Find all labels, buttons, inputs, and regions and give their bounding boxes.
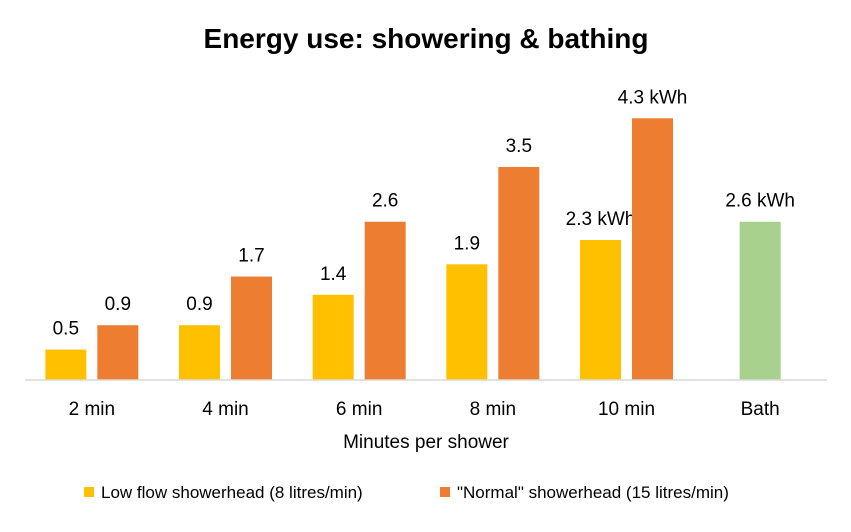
data-label-normal-6-min: 2.6 (372, 191, 398, 212)
x-tick-label-bath: Bath (741, 399, 780, 420)
bar-normal-6-min (364, 221, 406, 380)
x-tick-label-4-min: 4 min (202, 399, 248, 420)
data-label-low-flow-2-min: 0.5 (53, 319, 79, 340)
data-label-low-flow-6-min: 1.4 (320, 264, 347, 285)
data-label-bath: 2.6 kWh (725, 191, 795, 212)
bar-normal-2-min (97, 325, 139, 380)
data-label-low-flow-4-min: 0.9 (186, 294, 212, 315)
x-tick-label-6-min: 6 min (336, 399, 382, 420)
bar-low-flow-2-min (45, 349, 87, 380)
legend-swatch-normal (440, 487, 450, 497)
data-label-normal-2-min: 0.9 (105, 294, 131, 315)
bar-low-flow-6-min (312, 294, 354, 380)
plot-area: 0.5 0.9 2 min 0.9 1.7 4 min 1.4 2.6 6 min 1.9 3.5 8… (25, 87, 827, 420)
bar-low-flow-8-min (446, 264, 488, 380)
bar-bath (739, 221, 781, 380)
legend-swatch-low-flow (84, 487, 94, 497)
x-tick-label-8-min: 8 min (470, 399, 516, 420)
data-label-normal-4-min: 1.7 (238, 246, 264, 267)
bar-normal-10-min (632, 118, 673, 381)
chart-title: Energy use: showering & bathing (204, 23, 649, 54)
legend: Low flow showerhead (8 litres/min) "Norma… (84, 483, 729, 502)
x-axis-title: Minutes per shower (343, 432, 509, 453)
bar-normal-4-min (231, 276, 272, 380)
legend-label-low-flow: Low flow showerhead (8 litres/min) (101, 483, 363, 502)
legend-label-normal: "Normal" showerhead (15 litres/min) (457, 483, 729, 502)
data-label-low-flow-10-min: 2.3 kWh (566, 209, 636, 230)
bar-low-flow-10-min (580, 240, 621, 380)
data-label-normal-10-min: 4.3 kWh (618, 87, 688, 108)
x-tick-label-2-min: 2 min (69, 399, 115, 420)
data-label-normal-8-min: 3.5 (506, 136, 532, 157)
bar-low-flow-4-min (179, 325, 220, 380)
x-tick-label-10-min: 10 min (598, 399, 655, 420)
bar-normal-8-min (498, 166, 540, 380)
data-label-low-flow-8-min: 1.9 (454, 233, 480, 254)
